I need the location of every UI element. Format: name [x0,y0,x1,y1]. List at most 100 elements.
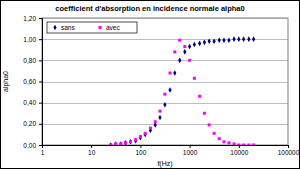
y-tick-label: 0,60 [23,78,36,85]
y-tick-mark [39,82,42,83]
point [203,112,206,115]
point [139,135,142,141]
point [134,138,137,144]
point [252,144,255,146]
x-tick-mark [91,145,92,148]
x-tick-mark [140,145,141,148]
point [252,36,255,42]
y-tick: 1,20 [23,15,42,22]
point [149,127,152,130]
y-tick: 1,00 [23,36,42,43]
x-tick: 10000 [230,145,248,156]
point [213,132,216,135]
grid [42,19,288,146]
point [139,135,142,138]
point [158,110,161,113]
point [188,44,191,50]
x-tick-label: 10 [88,149,96,156]
point [168,87,171,93]
point [188,59,191,62]
point [218,37,221,43]
point [198,95,201,98]
point [208,38,211,44]
point [198,41,201,47]
y-tick: 0,60 [23,78,42,85]
point [183,45,186,48]
legend-label: avec [106,24,120,31]
point [242,36,245,42]
point [129,139,132,145]
point [144,132,147,135]
x-tick-label: 100000 [278,149,300,156]
point [222,140,225,143]
y-tick: 0,40 [23,99,42,106]
point [163,93,166,96]
point [109,144,112,146]
y-tick: 0,00 [23,142,42,149]
x-tick: 1 [41,145,45,156]
x-tick-label: 100 [135,149,146,156]
grid-line [42,60,288,61]
point [193,77,196,80]
y-tick-mark [39,39,42,40]
point [173,50,176,53]
marks [109,36,255,145]
y-tick-label: 0,40 [23,99,36,106]
series [109,36,255,145]
point [114,141,117,145]
point [247,144,250,146]
y-tick: 0,80 [23,57,42,64]
point [119,141,122,145]
legend: sans avec [47,22,137,33]
point [183,49,186,55]
grid-line [42,124,288,125]
legend-label: sans [61,24,75,31]
y-tick-label: 1,20 [23,15,36,22]
point [134,138,137,141]
y-tick-label: 0,80 [23,57,36,64]
x-tick: 1000 [183,145,198,156]
point [193,42,196,48]
legend-box [47,22,137,33]
legend-marker [53,25,56,31]
point [213,38,216,44]
point [208,123,211,126]
point [233,142,236,145]
y-tick-label: 0,00 [23,142,36,149]
x-tick-mark [190,145,191,148]
x-tick-mark [239,145,240,148]
point [124,140,127,145]
x-tick-label: 1000 [183,149,198,156]
point [237,36,240,42]
point [218,137,221,140]
point [203,40,206,46]
x-tick-label: 1 [41,149,45,156]
point [242,144,245,146]
x-tick: 10 [88,145,96,156]
y-axis: 0,000,200,400,600,801,001,20 [23,15,42,149]
x-tick-mark [288,145,289,148]
y-tick-label: 1,00 [23,36,36,43]
grid-line [42,82,288,83]
grid-line [42,18,288,19]
plot-area [42,18,288,145]
y-tick-mark [39,103,42,104]
point [232,36,235,42]
x-tick: 100 [135,145,146,156]
point [222,37,225,43]
point [158,115,161,121]
x-tick: 100000 [278,145,300,156]
series [109,39,255,145]
point [109,142,112,145]
point [114,142,117,145]
x-tick-label: 10000 [230,149,248,156]
point [119,142,122,145]
point [178,39,181,42]
y-axis-line [39,19,43,146]
point [169,72,172,75]
point [129,140,132,143]
point [237,144,240,146]
chart-border [1,1,300,169]
grid-line [42,39,288,40]
point [227,141,230,144]
